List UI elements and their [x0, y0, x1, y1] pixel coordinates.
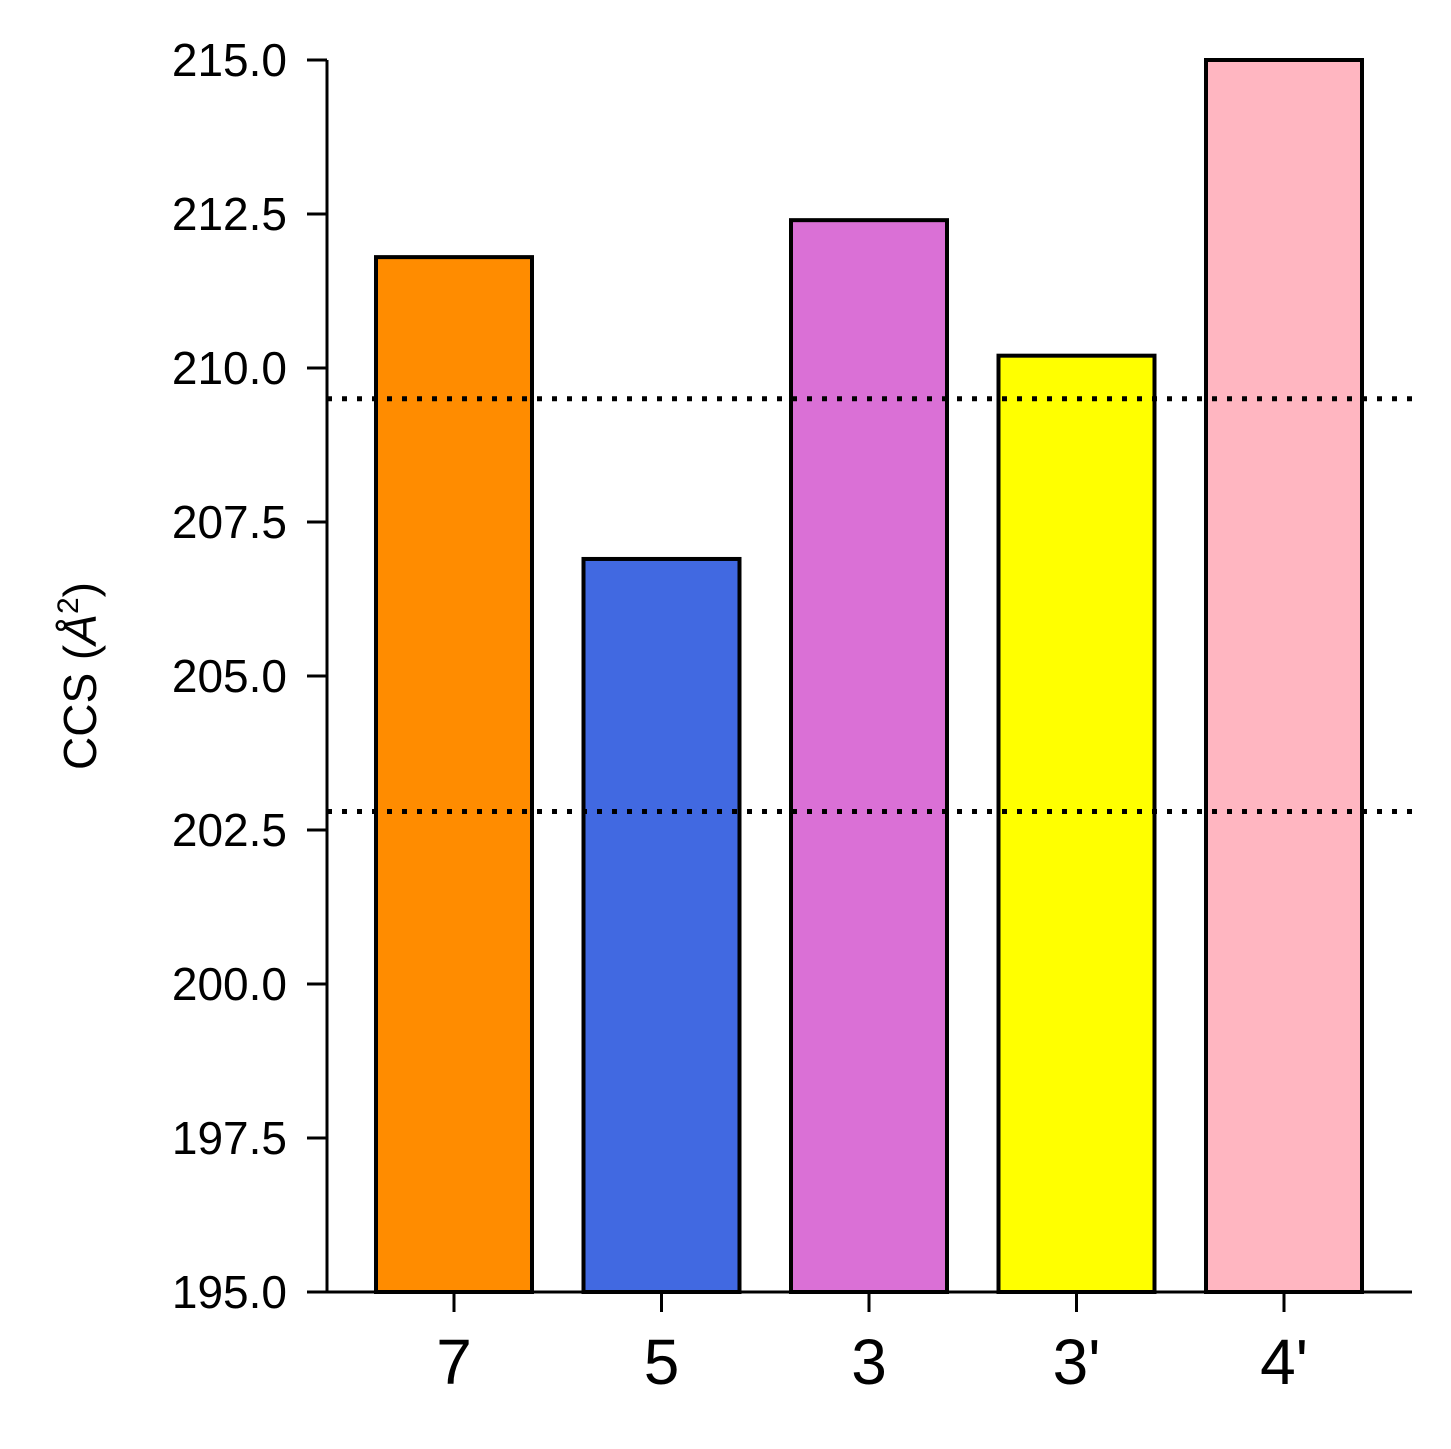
- bar-3: [789, 218, 949, 1294]
- y-axis-label-suffix: ): [54, 582, 106, 597]
- y-tick-label: 200.0: [172, 958, 287, 1010]
- y-axis-label-superscript: 2: [52, 597, 85, 614]
- y-axis-label-symbol: Å: [54, 614, 106, 648]
- y-axis-label-group: CCS (Å2): [52, 582, 106, 770]
- y-tick-label: 212.5: [172, 188, 287, 240]
- x-tick-label: 4': [1260, 1326, 1308, 1398]
- x-tick-label: 3: [851, 1326, 887, 1398]
- y-tick-label: 215.0: [172, 34, 287, 86]
- x-tick-label: 5: [644, 1326, 680, 1398]
- y-tick-label: 195.0: [172, 1266, 287, 1318]
- y-tick-label: 210.0: [172, 342, 287, 394]
- bar-3-prime: [996, 353, 1157, 1294]
- y-axis-label-prefix: CCS (: [54, 644, 106, 770]
- bar-5: [581, 556, 742, 1294]
- y-tick-label: 202.5: [172, 804, 287, 856]
- y-tick-label: 197.5: [172, 1112, 287, 1164]
- x-tick-label: 3': [1053, 1326, 1101, 1398]
- y-tick-label: 205.0: [172, 650, 287, 702]
- x-tick-label: 7: [436, 1326, 472, 1398]
- bar-4-prime: [1204, 58, 1364, 1294]
- y-axis-label: CCS (Å2): [52, 582, 106, 770]
- bar-7: [374, 255, 534, 1294]
- y-tick-label: 207.5: [172, 496, 287, 548]
